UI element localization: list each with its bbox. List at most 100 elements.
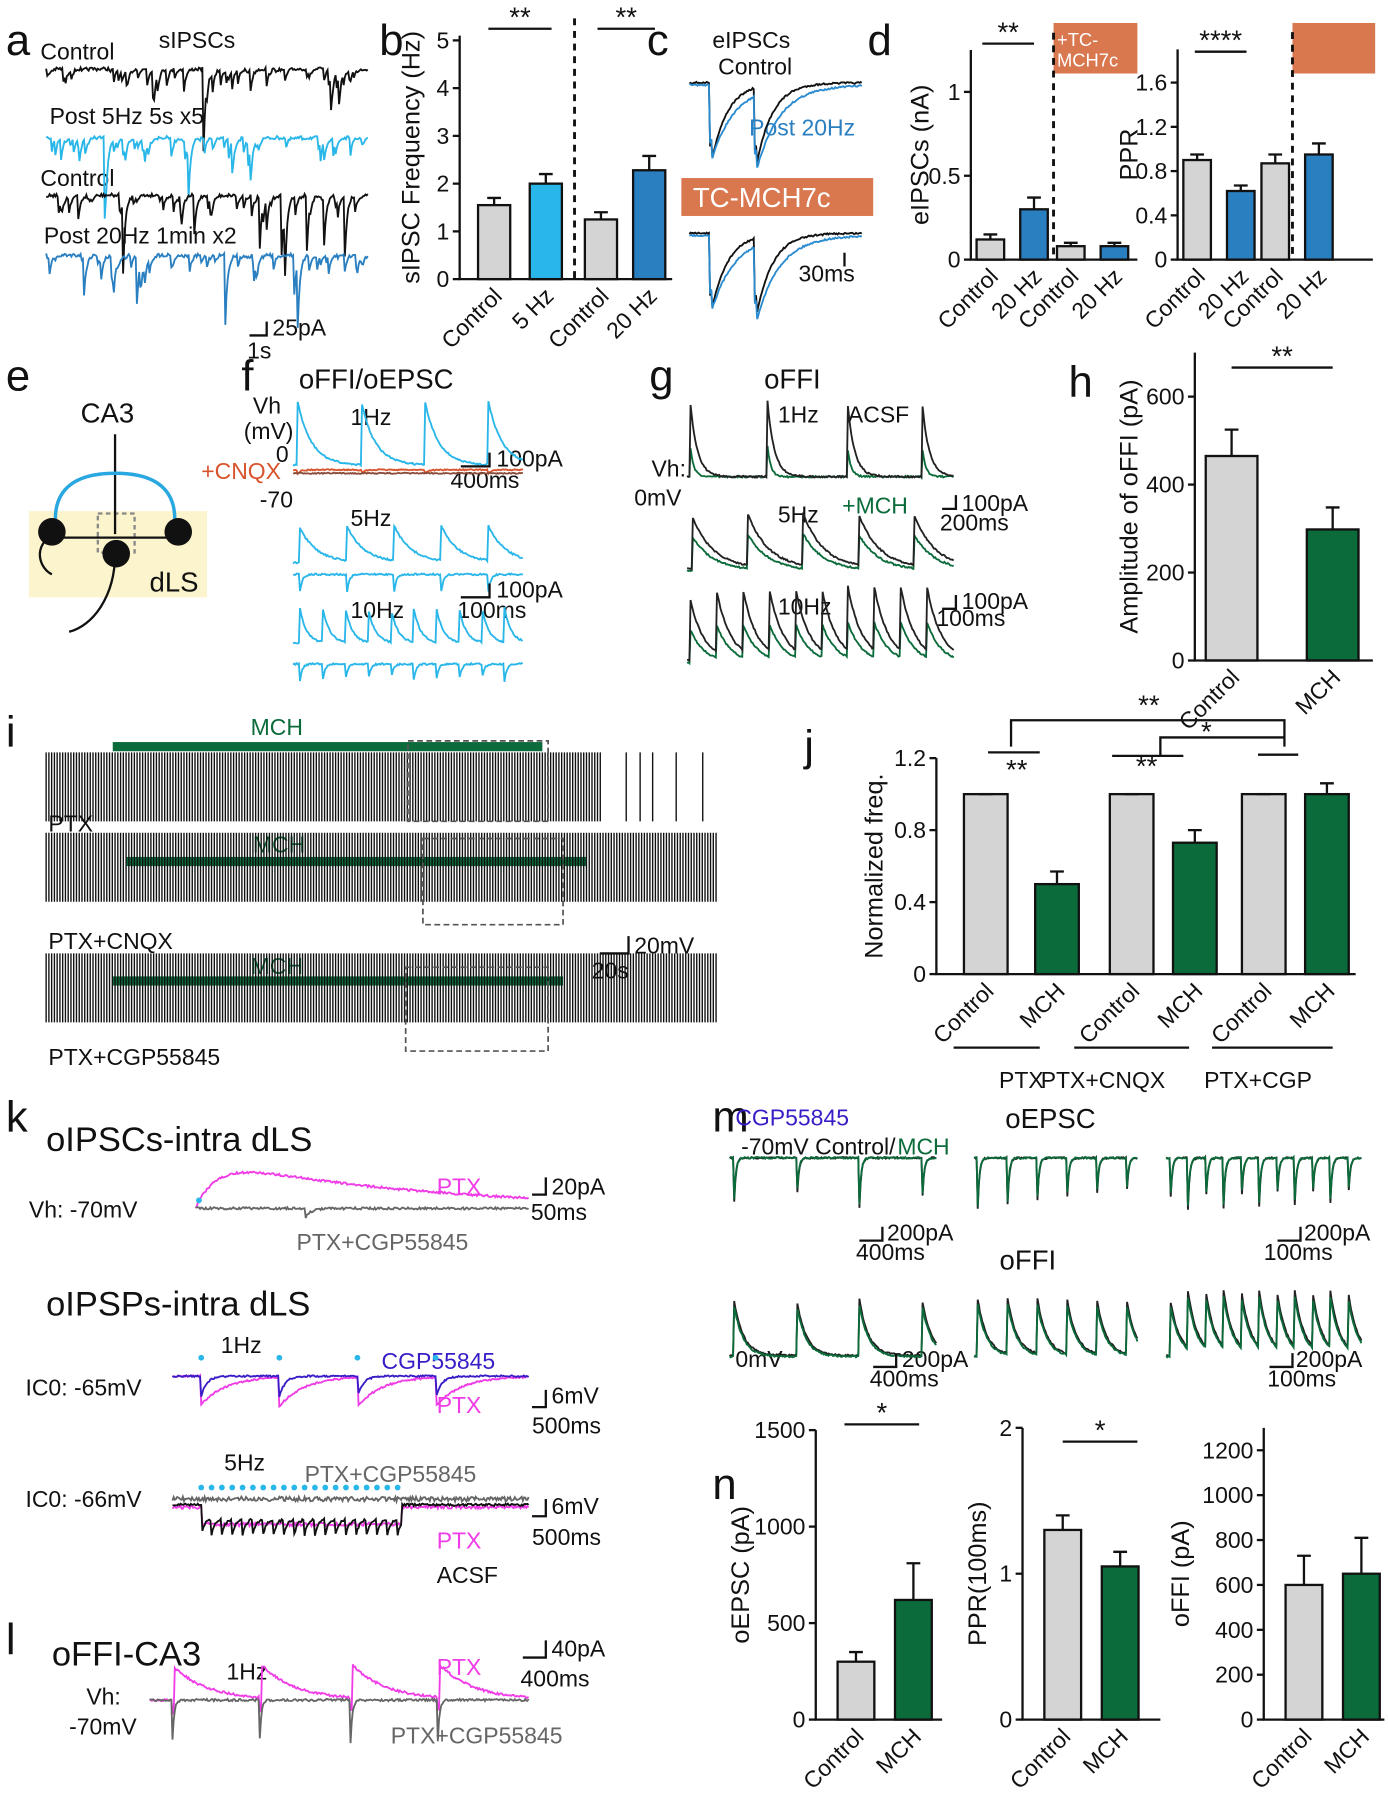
- text-label: 1Hz: [221, 1332, 262, 1358]
- ca3-projection: [53, 471, 177, 520]
- x-tick-label: Control: [1005, 1723, 1076, 1794]
- spike-train: [45, 953, 717, 1023]
- stim-dot: [208, 1484, 215, 1491]
- text-label: -70mV: [69, 1714, 137, 1740]
- text-label: 100ms: [457, 597, 526, 623]
- text-label: 20pA: [552, 1174, 606, 1200]
- axis: [1176, 49, 1373, 261]
- significance: **: [1138, 689, 1160, 720]
- y-tick-label: 1000: [754, 1514, 805, 1540]
- text-label: +MCH: [842, 492, 908, 518]
- trace: [686, 532, 954, 573]
- error-bar: [1055, 1514, 1070, 1530]
- text-label: 40pA: [552, 1635, 606, 1661]
- group-label: PTX: [999, 1067, 1044, 1093]
- text-label: oFFI/oEPSC: [299, 363, 454, 394]
- y-tick-label: 1.2: [1135, 114, 1167, 140]
- stim-dot: [291, 1484, 298, 1491]
- panel-letter: n: [712, 1460, 736, 1509]
- y-tick-label: 0.8: [894, 817, 926, 843]
- trace: [686, 400, 954, 480]
- bar: [962, 792, 1009, 976]
- error-bar: [1320, 782, 1334, 795]
- bar: [1108, 792, 1155, 976]
- text-label: Post 20Hz 1min x2: [44, 223, 237, 249]
- bar: [1019, 208, 1049, 261]
- significance: ****: [1199, 24, 1242, 55]
- significance: *: [1095, 1414, 1106, 1445]
- text-label: -70: [260, 487, 293, 513]
- y-tick-label: 1000: [1202, 1482, 1253, 1508]
- axis: [458, 35, 673, 281]
- text-label: oFFI: [1000, 1244, 1057, 1275]
- scale-bar: [460, 452, 491, 468]
- bar: [1034, 882, 1080, 976]
- y-tick-label: 600: [1146, 384, 1184, 410]
- axis: [935, 758, 1356, 976]
- text-label: TC-MCH7c: [693, 182, 831, 213]
- scale-bar: [873, 1353, 898, 1369]
- text-label: PTX+CGP55845: [391, 1723, 563, 1749]
- scale-bar: [1269, 1353, 1294, 1369]
- trace: [292, 661, 524, 682]
- x-tick-label: Control: [928, 978, 999, 1049]
- axis: [814, 1430, 943, 1721]
- group-label: PTX+CGP: [1204, 1067, 1312, 1093]
- panel-letter: l: [6, 1615, 16, 1664]
- sig-bracket: [1159, 736, 1299, 756]
- trace: [688, 231, 863, 312]
- text-label: 10Hz: [351, 597, 405, 623]
- stim-dot: [332, 1484, 339, 1491]
- dashed-box: [422, 837, 564, 926]
- text-label: 0mV: [735, 1346, 783, 1372]
- scale-bar: [942, 595, 958, 610]
- x-tick-label: MCH: [1152, 978, 1207, 1033]
- error-bar: [1050, 870, 1064, 885]
- bar: [1284, 1583, 1324, 1721]
- trace: [292, 523, 524, 565]
- text-label: Post 20Hz: [749, 115, 855, 141]
- text-label: 100pA: [962, 588, 1029, 614]
- stim-dot: [432, 1354, 439, 1361]
- y-tick-label: 0.4: [1135, 202, 1167, 228]
- text-label: eIPSCs: [712, 27, 790, 53]
- error-bar: [642, 154, 657, 171]
- y-tick-label: 0.4: [894, 889, 926, 915]
- x-tick-label: 20 Hz: [1271, 263, 1332, 324]
- text-label: 0: [276, 441, 289, 467]
- trace: [1165, 1296, 1363, 1359]
- bar: [528, 182, 564, 281]
- text-label: 50ms: [531, 1199, 587, 1225]
- trace: [293, 471, 524, 476]
- panel-letter: g: [649, 352, 673, 401]
- text-label: PTX+CNQX: [48, 928, 172, 954]
- mch-bar: [126, 856, 587, 867]
- text-label: Post 5Hz 5s x5: [50, 103, 204, 129]
- text-label: oIPSCs-intra dLS: [46, 1121, 312, 1159]
- significance: **: [1271, 340, 1293, 371]
- mch-bar: [112, 742, 543, 752]
- trace: [973, 1304, 1139, 1359]
- stim-dot: [322, 1484, 329, 1491]
- stim-dot: [394, 1484, 401, 1491]
- trace: [171, 1493, 530, 1505]
- trace: [172, 1501, 530, 1538]
- scale-bar: [532, 1499, 547, 1518]
- trace: [149, 1697, 530, 1744]
- bar: [1341, 1572, 1381, 1721]
- trace: [293, 468, 524, 476]
- error-bar: [487, 196, 502, 206]
- x-tick-label: MCH: [1290, 664, 1345, 719]
- y-tick-label: 3: [437, 123, 450, 149]
- y-axis-label: PPR: [1115, 129, 1143, 181]
- x-tick-label: 20 Hz: [1066, 263, 1127, 324]
- spike-train: [45, 832, 717, 902]
- x-tick-label: Control: [798, 1723, 869, 1794]
- text-label: 200pA: [1296, 1346, 1363, 1372]
- trace: [292, 401, 524, 468]
- text-label: 1s: [247, 337, 271, 363]
- panel-letter: e: [6, 352, 30, 401]
- bar: [1182, 158, 1213, 261]
